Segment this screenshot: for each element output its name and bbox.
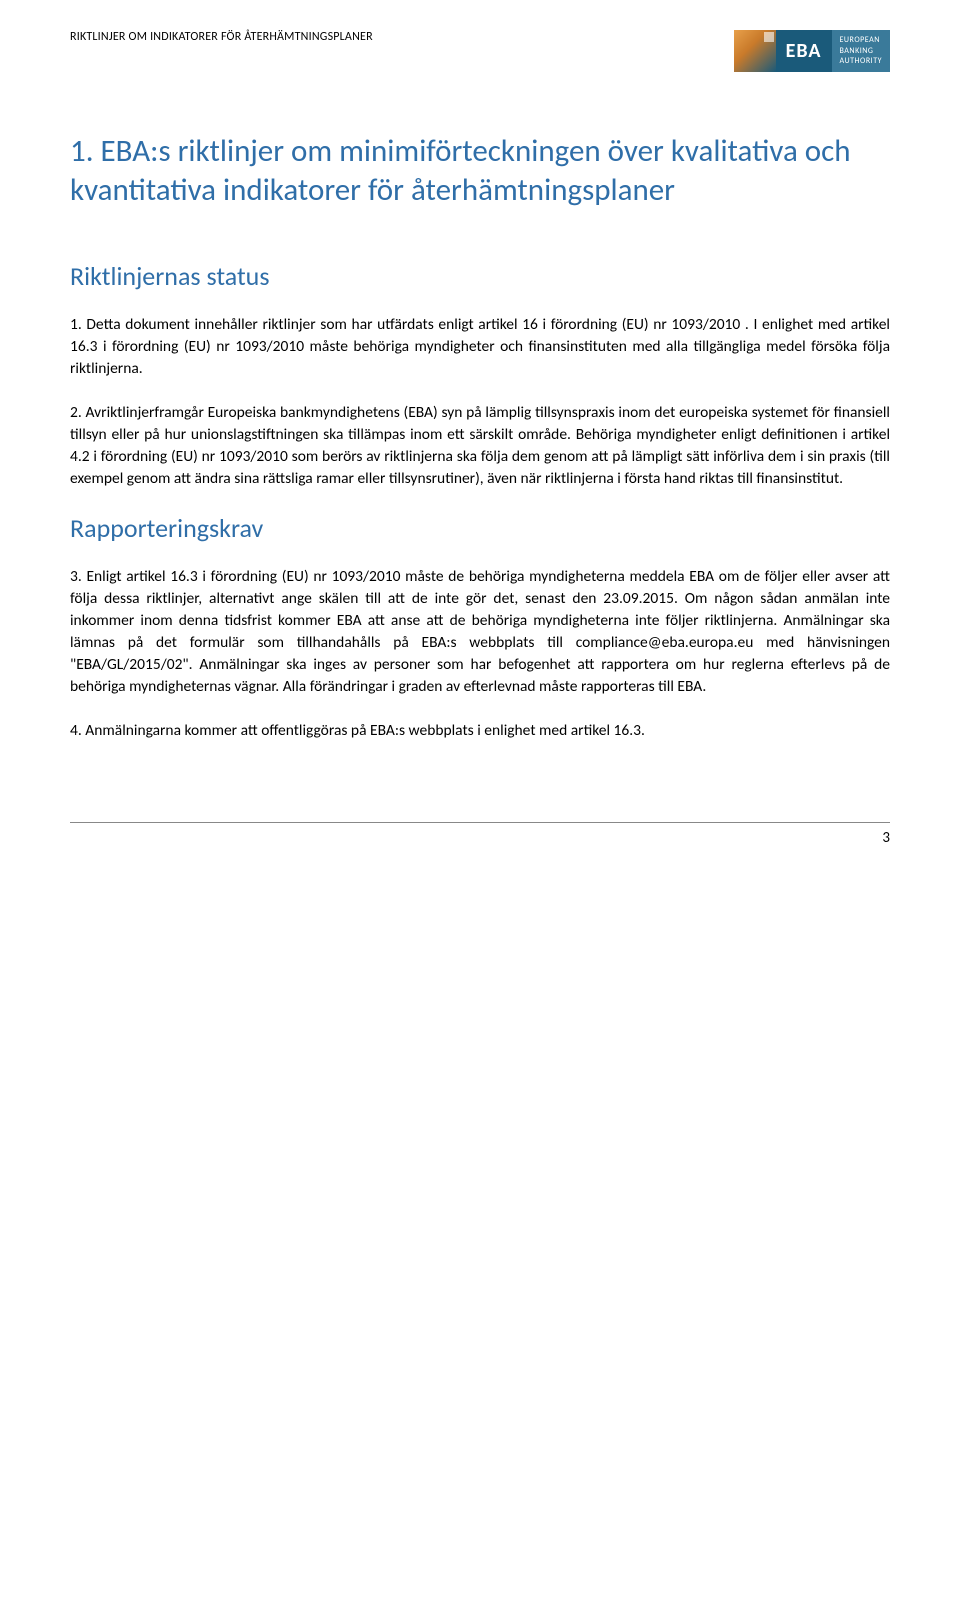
section-heading-status: Riktlinjernas status [70,260,890,292]
paragraph-4: 4. Anmälningarna kommer att offentliggör… [70,720,890,742]
paragraph-3: 3. Enligt artikel 16.3 i förordning (EU)… [70,566,890,698]
page-header: RIKTLINJER OM INDIKATORER FÖR ÅTERHÄMTNI… [70,30,890,72]
page-title: 1. EBA:s riktlinjer om minimiförteckning… [70,132,890,210]
logo-line2: BANKING [840,46,882,56]
logo-mark-icon [734,30,776,72]
section-heading-rapport: Rapporteringskrav [70,512,890,544]
eba-logo: EBA EUROPEAN BANKING AUTHORITY [734,30,890,72]
logo-line3: AUTHORITY [840,56,882,66]
page-footer: 3 [70,822,890,847]
paragraph-1: 1. Detta dokument innehåller riktlinjer … [70,314,890,380]
logo-abbr: EBA [776,30,832,72]
logo-subtitle: EUROPEAN BANKING AUTHORITY [832,30,890,72]
paragraph-2: 2. Avriktlinjerframgår Europeiska bankmy… [70,402,890,490]
logo-line1: EUROPEAN [840,35,882,45]
page-number: 3 [882,829,890,847]
doc-label: RIKTLINJER OM INDIKATORER FÖR ÅTERHÄMTNI… [70,30,373,44]
